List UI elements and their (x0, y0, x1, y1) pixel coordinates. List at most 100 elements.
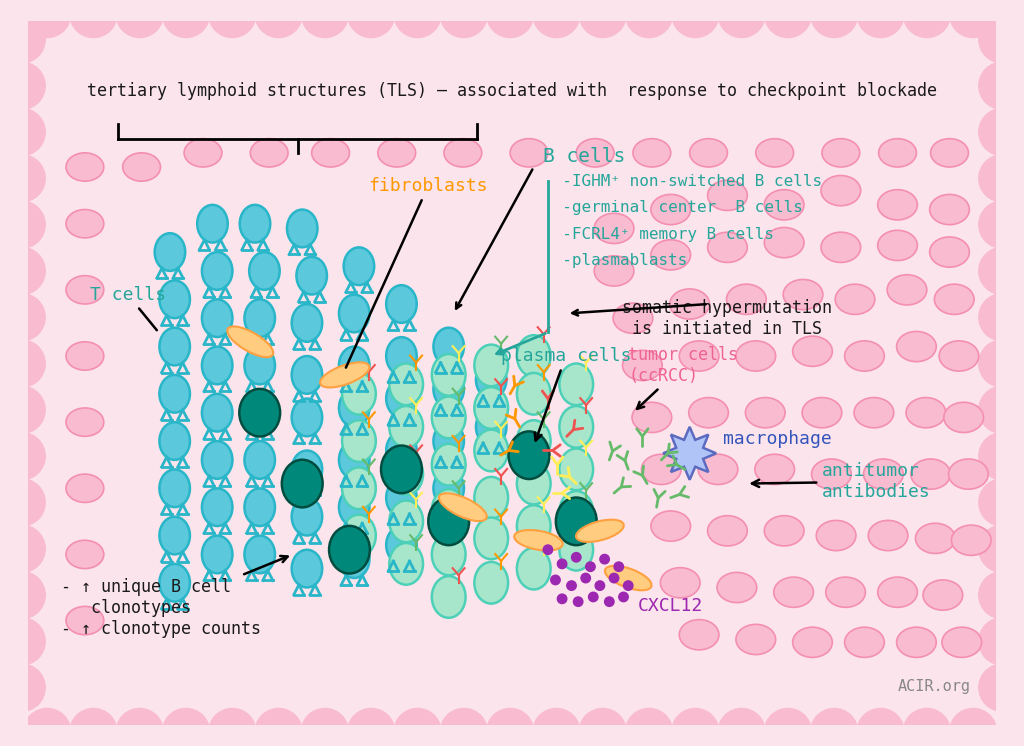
Ellipse shape (623, 351, 663, 380)
Circle shape (347, 709, 395, 746)
Circle shape (24, 709, 71, 746)
Text: -plasmablasts: -plasmablasts (543, 254, 687, 269)
Circle shape (857, 0, 904, 37)
Ellipse shape (342, 468, 376, 509)
Circle shape (595, 581, 604, 590)
Circle shape (24, 0, 71, 37)
Ellipse shape (651, 239, 690, 270)
Circle shape (440, 0, 487, 37)
Ellipse shape (825, 577, 865, 607)
Ellipse shape (632, 402, 672, 433)
Ellipse shape (432, 576, 466, 618)
Ellipse shape (296, 257, 327, 295)
Circle shape (624, 581, 633, 590)
Ellipse shape (202, 299, 232, 337)
Ellipse shape (944, 402, 983, 433)
Ellipse shape (389, 543, 423, 585)
Ellipse shape (476, 408, 507, 445)
Ellipse shape (474, 562, 508, 604)
Circle shape (394, 709, 441, 746)
Ellipse shape (951, 525, 991, 555)
Circle shape (600, 554, 609, 564)
Text: antitumor
antibodies: antitumor antibodies (752, 463, 931, 501)
Ellipse shape (381, 445, 422, 493)
Ellipse shape (868, 521, 908, 551)
Circle shape (70, 709, 117, 746)
Ellipse shape (474, 387, 508, 429)
Ellipse shape (240, 389, 281, 436)
Ellipse shape (433, 370, 464, 408)
Ellipse shape (198, 205, 227, 242)
Ellipse shape (311, 139, 349, 167)
Ellipse shape (594, 256, 634, 286)
Ellipse shape (329, 526, 370, 574)
Ellipse shape (123, 153, 161, 181)
Circle shape (573, 597, 583, 606)
Circle shape (347, 0, 395, 37)
Text: - ↑ unique B cell
   clonotypes
- ↑ clonotype counts: - ↑ unique B cell clonotypes - ↑ clonoty… (61, 556, 288, 638)
Ellipse shape (386, 479, 417, 516)
Ellipse shape (339, 489, 370, 526)
Ellipse shape (428, 498, 469, 545)
Ellipse shape (736, 341, 775, 371)
Text: tumor cells
(ccRCC): tumor cells (ccRCC) (629, 346, 738, 409)
Ellipse shape (202, 489, 232, 526)
Circle shape (580, 709, 627, 746)
Circle shape (70, 0, 117, 37)
Ellipse shape (559, 406, 593, 448)
Ellipse shape (202, 394, 232, 431)
Ellipse shape (689, 398, 728, 427)
Circle shape (604, 597, 614, 606)
Ellipse shape (816, 521, 856, 551)
Circle shape (0, 340, 45, 387)
Circle shape (979, 154, 1024, 202)
Text: tertiary lymphoid structures (TLS) – associated with  response to checkpoint blo: tertiary lymphoid structures (TLS) – ass… (87, 82, 937, 101)
Ellipse shape (342, 515, 376, 557)
Circle shape (255, 709, 302, 746)
Ellipse shape (282, 460, 323, 507)
Text: fibroblasts: fibroblasts (346, 177, 488, 368)
Ellipse shape (66, 540, 103, 568)
Ellipse shape (321, 363, 370, 387)
Ellipse shape (651, 511, 690, 541)
Ellipse shape (821, 232, 861, 263)
Ellipse shape (474, 518, 508, 560)
Circle shape (209, 0, 256, 37)
Ellipse shape (202, 536, 232, 573)
Text: plasma cells: plasma cells (501, 347, 631, 440)
Ellipse shape (386, 285, 417, 323)
Circle shape (0, 16, 45, 63)
Ellipse shape (577, 520, 624, 542)
Ellipse shape (764, 189, 804, 220)
Ellipse shape (160, 327, 189, 366)
Ellipse shape (344, 248, 374, 285)
Ellipse shape (878, 189, 918, 220)
Ellipse shape (292, 498, 323, 536)
Ellipse shape (160, 422, 189, 460)
Circle shape (301, 0, 348, 37)
Ellipse shape (66, 606, 103, 635)
Circle shape (580, 0, 627, 37)
Ellipse shape (66, 474, 103, 503)
Circle shape (979, 386, 1024, 433)
Circle shape (0, 108, 45, 156)
Ellipse shape (559, 448, 593, 490)
Circle shape (557, 594, 567, 604)
Ellipse shape (339, 441, 370, 479)
Circle shape (255, 0, 302, 37)
Ellipse shape (514, 530, 563, 551)
Ellipse shape (389, 454, 423, 495)
Circle shape (163, 709, 210, 746)
Circle shape (764, 0, 812, 37)
Ellipse shape (517, 505, 551, 547)
Ellipse shape (342, 373, 376, 415)
Ellipse shape (245, 394, 275, 431)
Ellipse shape (433, 422, 464, 460)
Ellipse shape (386, 432, 417, 469)
Ellipse shape (389, 406, 423, 448)
Circle shape (979, 618, 1024, 665)
Ellipse shape (845, 627, 885, 657)
Ellipse shape (897, 331, 936, 362)
Ellipse shape (517, 463, 551, 504)
Ellipse shape (887, 275, 927, 305)
